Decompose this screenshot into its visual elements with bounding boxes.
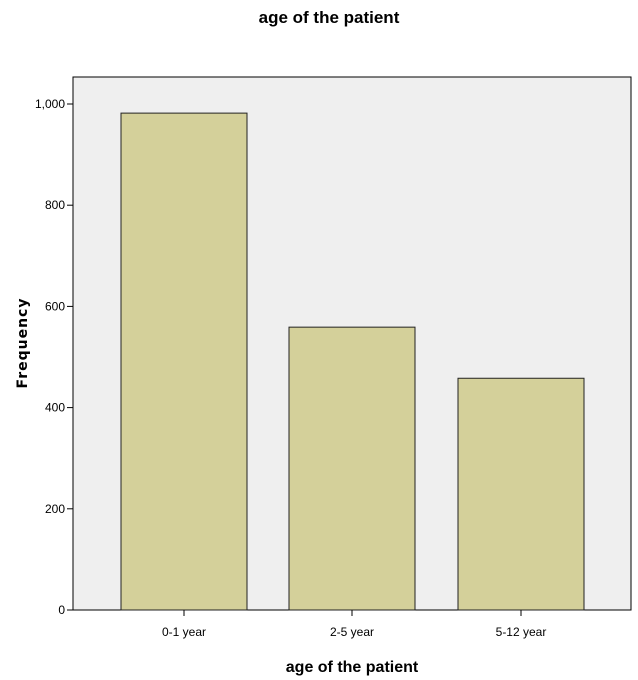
- y-tick-label: 200: [45, 502, 65, 516]
- x-tick-label: 0-1 year: [162, 625, 206, 639]
- y-tick-label: 400: [45, 401, 65, 415]
- y-tick-label: 600: [45, 299, 65, 313]
- x-axis-label: age of the patient: [286, 659, 419, 676]
- bar-2-5-year: [288, 326, 416, 611]
- y-axis-label: Frequency: [15, 298, 31, 389]
- bars-group: [120, 112, 585, 611]
- bar-0-1-year: [120, 112, 248, 611]
- x-axis: 0-1 year 2-5 year 5-12 year: [162, 610, 546, 639]
- y-tick-label: 800: [45, 198, 65, 212]
- bar-5-12-year: [457, 377, 585, 611]
- x-tick-label: 2-5 year: [330, 625, 374, 639]
- chart-title: age of the patient: [259, 8, 400, 27]
- x-tick-label: 5-12 year: [496, 625, 547, 639]
- y-tick-label: 0: [58, 603, 65, 617]
- y-axis: 0 200 400 600 800 1,000: [35, 97, 73, 617]
- y-tick-label: 1,000: [35, 97, 65, 111]
